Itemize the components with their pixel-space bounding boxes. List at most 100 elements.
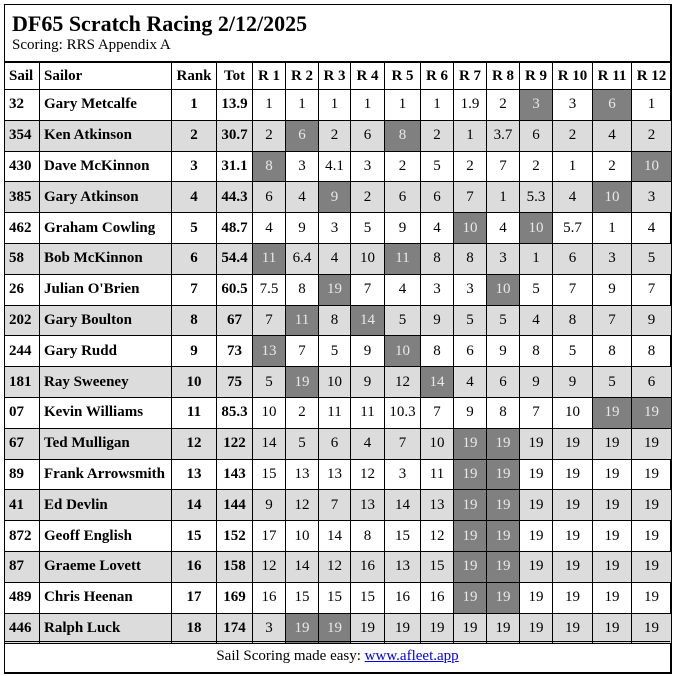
race-score: 1 <box>486 181 520 214</box>
discarded-score: 19 <box>318 273 351 306</box>
race-score: 19 <box>552 427 593 460</box>
race-score: 4 <box>384 273 421 306</box>
race-score: 6 <box>486 366 520 398</box>
column-header: R 9 <box>519 62 553 90</box>
race-score: 9 <box>285 212 319 244</box>
table-row: 462 Graham Cowling 5 48.7 4 9 3 5 9 4 10 4 10 5.7 1 4 <box>4 212 672 244</box>
race-score: 10 <box>318 366 351 398</box>
race-score: 8 <box>486 396 520 429</box>
race-score: 19 <box>552 581 593 614</box>
discarded-score: 19 <box>285 612 319 645</box>
discarded-score: 19 <box>453 520 487 552</box>
total: 169 <box>216 581 253 614</box>
sail-number: 489 <box>4 581 40 614</box>
race-score: 10 <box>285 520 319 552</box>
sailor-name: Gary Rudd <box>39 335 172 368</box>
race-score: 5 <box>453 304 487 337</box>
rank: 6 <box>171 242 217 275</box>
race-score: 19 <box>631 489 672 522</box>
sail-number: 181 <box>4 366 40 398</box>
race-score: 19 <box>552 550 593 583</box>
race-score: 8 <box>420 335 454 368</box>
rank: 2 <box>171 119 217 152</box>
race-score: 1 <box>552 150 593 183</box>
total: 13.9 <box>216 89 253 121</box>
race-score: 7 <box>453 181 487 214</box>
race-score: 9 <box>350 335 385 368</box>
sailor-name: Ted Mulligan <box>39 427 172 460</box>
rank: 10 <box>171 366 217 398</box>
race-score: 8 <box>318 304 351 337</box>
sail-number: 07 <box>4 396 40 429</box>
discarded-score: 19 <box>486 550 520 583</box>
total: 31.1 <box>216 150 253 183</box>
race-score: 1 <box>453 119 487 152</box>
race-score: 5 <box>384 304 421 337</box>
total: 73 <box>216 335 253 368</box>
column-header: R 6 <box>420 62 454 90</box>
race-score: 5 <box>420 150 454 183</box>
race-score: 3 <box>350 150 385 183</box>
race-score: 14 <box>384 489 421 522</box>
race-score: 19 <box>453 612 487 645</box>
race-score: 19 <box>552 520 593 552</box>
race-score: 7 <box>384 427 421 460</box>
total: 174 <box>216 612 253 645</box>
race-score: 7 <box>420 396 454 429</box>
race-score: 5 <box>318 335 351 368</box>
race-score: 1 <box>350 89 385 121</box>
race-score: 1 <box>592 212 632 244</box>
discarded-score: 11 <box>285 304 319 337</box>
total: 75 <box>216 366 253 398</box>
total: 85.3 <box>216 396 253 429</box>
sail-number: 89 <box>4 458 40 491</box>
race-score: 3 <box>252 612 286 645</box>
race-score: 1 <box>252 89 286 121</box>
race-score: 19 <box>592 458 632 491</box>
discarded-score: 10 <box>519 212 553 244</box>
table-row: 489 Chris Heenan 17 169 16 15 15 15 16 16 19 19 19 19… <box>4 581 672 614</box>
race-score: 15 <box>384 520 421 552</box>
sailor-name: Dave McKinnon <box>39 150 172 183</box>
sail-number: 202 <box>4 304 40 337</box>
race-score: 9 <box>552 366 593 398</box>
race-score: 10.3 <box>384 396 421 429</box>
rank: 14 <box>171 489 217 522</box>
race-score: 12 <box>252 550 286 583</box>
table-row: 32 Gary Metcalfe 1 13.9 1 1 1 1 1 1 1.9 2 3 3 6 1 <box>4 89 672 121</box>
race-score: 2 <box>592 150 632 183</box>
race-score: 16 <box>252 581 286 614</box>
race-score: 9 <box>252 489 286 522</box>
table-row: 244 Gary Rudd 9 73 13 7 5 9 10 8 6 9 8 5 8 8 <box>4 335 672 368</box>
race-score: 4.1 <box>318 150 351 183</box>
race-score: 10 <box>420 427 454 460</box>
race-score: 19 <box>592 612 632 645</box>
race-score: 4 <box>420 212 454 244</box>
discarded-score: 19 <box>453 489 487 522</box>
race-score: 2 <box>318 119 351 152</box>
rank: 7 <box>171 273 217 306</box>
discarded-score: 3 <box>519 89 553 121</box>
race-score: 7 <box>631 273 672 306</box>
footer-text: Sail Scoring made easy: <box>216 648 365 664</box>
race-score: 19 <box>592 581 632 614</box>
race-score: 4 <box>631 212 672 244</box>
results-sheet: DF65 Scratch Racing 2/12/2025 Scoring: R… <box>4 4 672 674</box>
race-score: 12 <box>420 520 454 552</box>
discarded-score: 11 <box>384 242 421 275</box>
race-score: 5 <box>631 242 672 275</box>
race-score: 2 <box>453 150 487 183</box>
column-header: R 12 <box>631 62 672 90</box>
race-score: 4 <box>453 366 487 398</box>
discarded-score: 11 <box>252 242 286 275</box>
afleet-link[interactable]: www.afleet.app <box>364 648 459 664</box>
race-score: 6 <box>318 427 351 460</box>
race-score: 19 <box>631 612 672 645</box>
race-score: 19 <box>552 458 593 491</box>
race-score: 17 <box>252 520 286 552</box>
column-header: R 2 <box>285 62 319 90</box>
discarded-score: 14 <box>420 366 454 398</box>
discarded-score: 6 <box>285 119 319 152</box>
race-score: 1 <box>384 89 421 121</box>
